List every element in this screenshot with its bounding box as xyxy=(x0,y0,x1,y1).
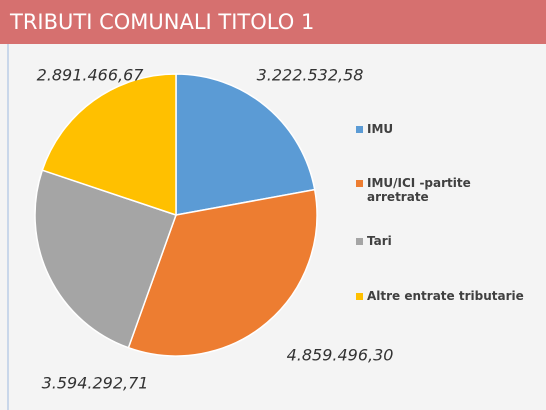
value-label: 4.859.496,30 xyxy=(287,346,394,365)
legend-swatch xyxy=(356,180,363,187)
legend-item: Altre entrate tributarie xyxy=(356,289,536,303)
legend-item: Tari xyxy=(356,234,536,248)
legend-item: IMU xyxy=(356,122,536,136)
pie-slice xyxy=(127,188,318,357)
legend-label: IMU/ICI -partite arretrate xyxy=(367,176,471,204)
value-label: 3.594.292,71 xyxy=(42,374,149,393)
pie-slice xyxy=(41,73,177,217)
value-label: 2.891.466,67 xyxy=(37,66,145,85)
edge-line xyxy=(7,44,9,410)
legend-label: Tari xyxy=(367,234,392,248)
pie-slice xyxy=(34,169,177,349)
header-title: TRIBUTI COMUNALI TITOLO 1 xyxy=(0,0,546,44)
legend-label: IMU xyxy=(367,122,394,136)
pie-slice xyxy=(175,73,316,216)
legend-label: Altre entrate tributarie xyxy=(367,289,524,303)
value-label: 3.222.532,58 xyxy=(257,66,364,85)
legend-swatch xyxy=(356,293,363,300)
legend-item: IMU/ICI -partite arretrate xyxy=(356,176,536,204)
legend-swatch xyxy=(356,126,363,133)
legend-swatch xyxy=(356,238,363,245)
